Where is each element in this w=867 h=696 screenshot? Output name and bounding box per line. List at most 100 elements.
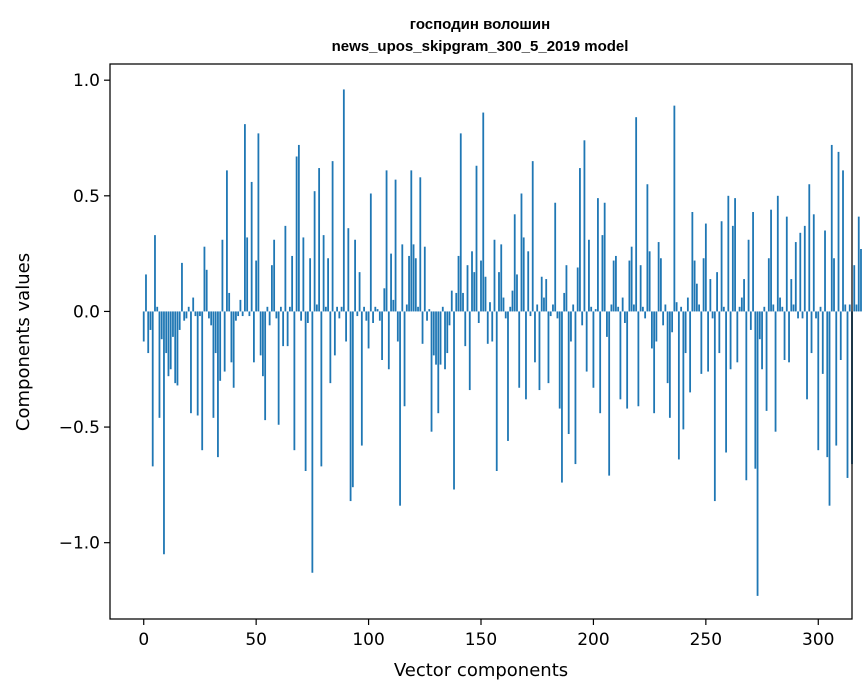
y-tick-label: −1.0 [59, 534, 100, 554]
bar [401, 244, 404, 312]
bar [617, 306, 620, 312]
bar [695, 283, 698, 312]
bar [257, 133, 260, 312]
x-tick-label: 250 [690, 630, 722, 650]
bar [534, 311, 536, 363]
bar [196, 311, 199, 416]
bar [597, 198, 599, 312]
bar [302, 237, 305, 312]
bar [563, 292, 566, 312]
bar [509, 306, 512, 312]
bar [322, 235, 325, 312]
bar [214, 311, 217, 354]
bar [336, 306, 338, 312]
bar [839, 311, 842, 360]
bar [432, 311, 435, 356]
bar [594, 309, 597, 312]
bar [477, 311, 480, 323]
bar [826, 311, 829, 458]
bar [300, 311, 303, 321]
y-tick-label: −0.5 [59, 418, 100, 438]
bar [770, 209, 772, 312]
bar [815, 311, 817, 319]
bar [331, 161, 334, 312]
bar [619, 311, 622, 400]
bar [828, 311, 831, 506]
bar [160, 311, 163, 340]
bar [639, 265, 642, 312]
bar [450, 290, 453, 312]
bar [235, 311, 237, 321]
bar [824, 230, 826, 312]
bar [556, 311, 559, 319]
bar [799, 232, 802, 312]
bar [414, 258, 417, 312]
bar [156, 306, 159, 312]
bar [396, 311, 399, 342]
bar [518, 311, 521, 388]
bar [552, 304, 554, 312]
bar [720, 221, 723, 312]
bar [217, 311, 219, 458]
bar [599, 311, 602, 414]
bar [500, 244, 503, 312]
x-tick-label: 100 [352, 630, 384, 650]
bar [522, 237, 525, 312]
bar [731, 225, 734, 312]
bar [286, 311, 289, 347]
bar [698, 304, 700, 312]
bar [716, 272, 718, 312]
bar [410, 170, 413, 312]
bar [475, 165, 478, 312]
bar [585, 311, 588, 372]
bar [203, 246, 206, 312]
bar [709, 279, 712, 312]
bar [338, 311, 341, 319]
bar [713, 311, 716, 502]
bar [801, 311, 804, 319]
bar [473, 272, 476, 312]
bar [547, 311, 550, 384]
bar [185, 311, 188, 319]
bar [333, 311, 336, 356]
bar [626, 311, 629, 409]
bar [493, 239, 496, 312]
bar [507, 311, 509, 441]
bar [853, 265, 856, 312]
bar [435, 311, 437, 365]
bar [244, 124, 246, 312]
x-tick-label: 50 [245, 630, 267, 650]
bar [590, 306, 593, 312]
bar [324, 306, 327, 312]
bar [149, 311, 152, 330]
bar [167, 311, 170, 377]
bar [846, 311, 849, 478]
bar [405, 304, 408, 312]
bar-series [142, 89, 862, 596]
bar [279, 306, 282, 312]
bar [295, 156, 298, 312]
bar [354, 239, 356, 312]
bar [208, 311, 210, 319]
bar [426, 311, 428, 321]
bar [275, 311, 278, 319]
bar [327, 258, 329, 312]
bar [588, 239, 590, 312]
bar [232, 311, 235, 388]
bar [603, 202, 606, 312]
bar [360, 311, 363, 446]
x-tick-label: 150 [465, 630, 497, 650]
bar [635, 117, 638, 312]
bar [408, 255, 410, 312]
chart-title-line2: news_upos_skipgram_300_5_2019 model [332, 38, 629, 55]
bar [259, 311, 262, 356]
bar [758, 311, 761, 340]
bar [367, 311, 370, 349]
bar [183, 311, 186, 321]
bar [855, 304, 858, 312]
y-tick-label: 0.5 [73, 187, 100, 207]
bar [812, 214, 815, 312]
bar [345, 311, 347, 342]
bar [246, 237, 249, 312]
bar [540, 276, 543, 312]
